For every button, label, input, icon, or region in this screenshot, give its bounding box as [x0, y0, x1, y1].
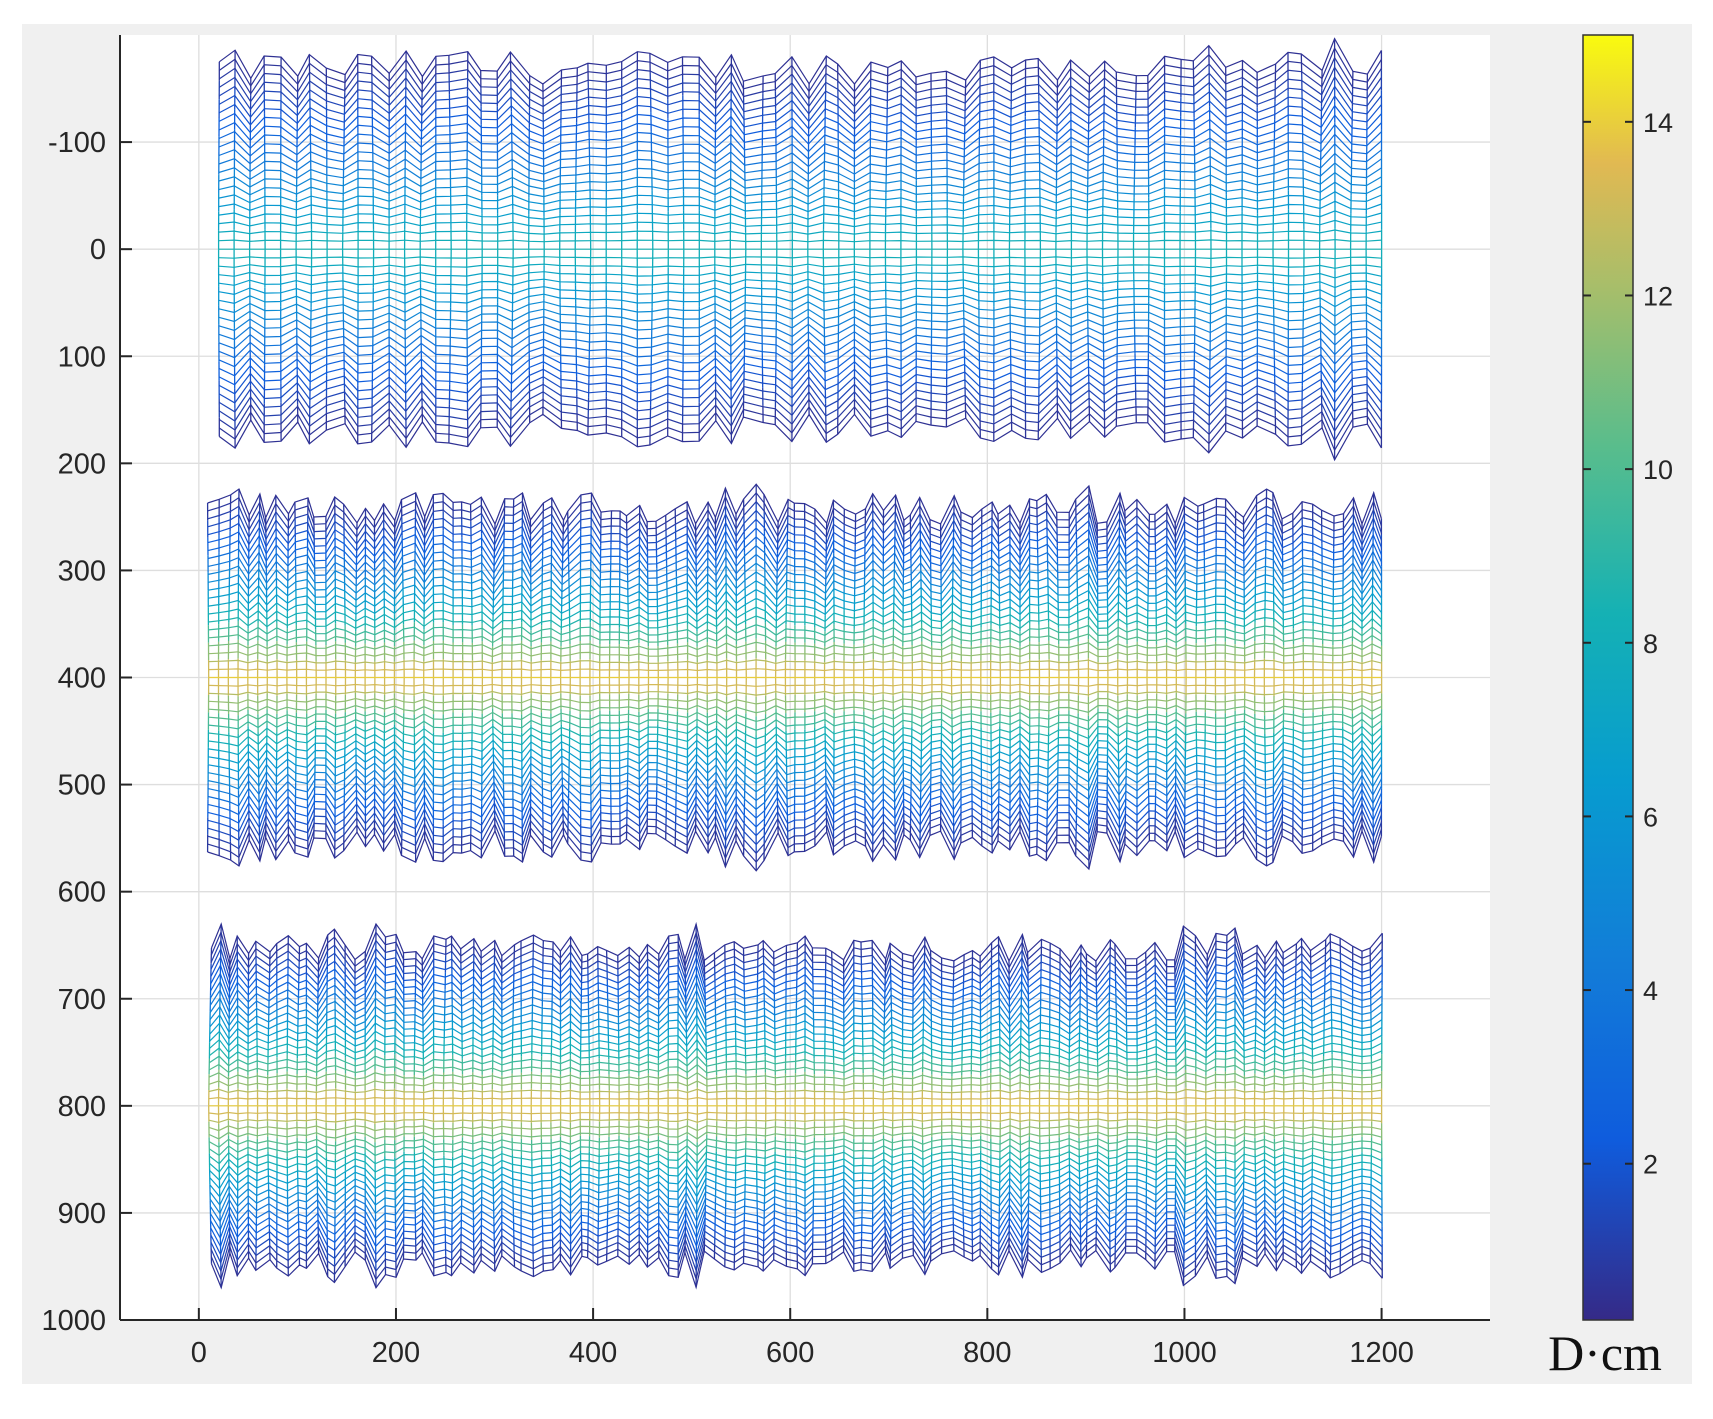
mesh-line [207, 767, 1383, 793]
mesh-line [218, 191, 1382, 205]
mesh-band [206, 483, 1383, 872]
mesh-line [218, 413, 1382, 462]
mesh-line [218, 143, 1382, 168]
mesh-line [218, 133, 1382, 160]
mesh-line [207, 562, 1383, 588]
mesh-line [218, 85, 1382, 123]
mesh-line [207, 822, 1382, 864]
mesh-line [218, 353, 1382, 385]
mesh-line [218, 338, 1382, 365]
mesh-line [208, 732, 1382, 749]
mesh-line [218, 181, 1382, 198]
mesh-line [218, 286, 1382, 298]
mesh-line [218, 390, 1382, 433]
mesh-line [208, 760, 1383, 784]
mesh-line [218, 368, 1382, 404]
mesh-line [218, 200, 1382, 213]
mesh-line [218, 114, 1382, 145]
mesh-line [208, 725, 1382, 740]
mesh-line [208, 624, 1382, 637]
mesh-line [218, 405, 1382, 452]
mesh-line [207, 794, 1382, 828]
mesh-line [208, 641, 1382, 651]
mesh-line [207, 787, 1382, 819]
mesh-line [218, 152, 1382, 175]
mesh-line [218, 316, 1382, 337]
mesh-line [218, 346, 1382, 375]
mesh-line [218, 46, 1382, 93]
mesh-line [218, 104, 1382, 138]
mesh-line [218, 171, 1382, 190]
mesh-line [218, 360, 1382, 394]
mesh-line [207, 500, 1382, 540]
mesh-line [218, 263, 1382, 269]
mesh-line [207, 527, 1382, 561]
mesh-line [207, 801, 1382, 837]
mesh-line [218, 256, 1382, 260]
mesh-line [218, 229, 1382, 235]
mesh-line [218, 210, 1382, 220]
mesh-line [218, 162, 1382, 183]
mesh-line [208, 739, 1382, 758]
mesh-line [218, 271, 1382, 279]
mesh-line [208, 588, 1382, 609]
mesh-line [208, 597, 1382, 616]
mesh-line [208, 650, 1382, 658]
mesh-band [208, 921, 1383, 1290]
mesh-line [208, 606, 1382, 623]
mesh-line [218, 308, 1382, 327]
mesh-line [218, 66, 1382, 108]
mesh-plot [206, 37, 1383, 1290]
mesh-line [208, 580, 1382, 602]
mesh-line [218, 293, 1382, 308]
mesh-line [208, 690, 1382, 696]
mesh-line [218, 375, 1382, 414]
mesh-line [218, 331, 1382, 356]
mesh-line [218, 238, 1382, 243]
mesh-line [207, 829, 1382, 872]
mesh-line [208, 668, 1382, 672]
mesh-line [208, 704, 1382, 714]
mesh-line [218, 301, 1382, 317]
mesh-line [208, 615, 1382, 630]
mesh-line [208, 659, 1382, 665]
mesh-line [218, 56, 1382, 100]
mesh-line [218, 398, 1382, 442]
mesh-line [207, 815, 1382, 855]
mesh-line [208, 697, 1382, 705]
mesh-line [218, 123, 1382, 153]
mesh-line [208, 711, 1382, 723]
mesh-line [207, 544, 1383, 575]
mesh-line [208, 571, 1383, 595]
mesh-line [218, 37, 1382, 85]
mesh-line [218, 383, 1382, 423]
mesh-line [218, 219, 1382, 228]
mesh-line [208, 753, 1382, 775]
mesh-line [207, 483, 1382, 526]
mesh-line [207, 808, 1382, 846]
mesh-line [218, 75, 1382, 115]
mesh-line [218, 323, 1382, 346]
mesh-line [207, 491, 1382, 533]
mesh-line [208, 718, 1382, 731]
mesh-line [207, 780, 1383, 811]
mesh-line [208, 683, 1382, 687]
mesh-line [218, 278, 1382, 289]
mesh-band [217, 37, 1383, 462]
mesh-line [207, 553, 1383, 581]
mesh-line [208, 632, 1382, 644]
mesh-line [207, 536, 1382, 568]
mesh-line [218, 94, 1382, 130]
mesh-line [207, 774, 1383, 802]
mesh-line [208, 746, 1382, 767]
mesh-line [207, 518, 1382, 554]
mesh-line [207, 509, 1382, 547]
